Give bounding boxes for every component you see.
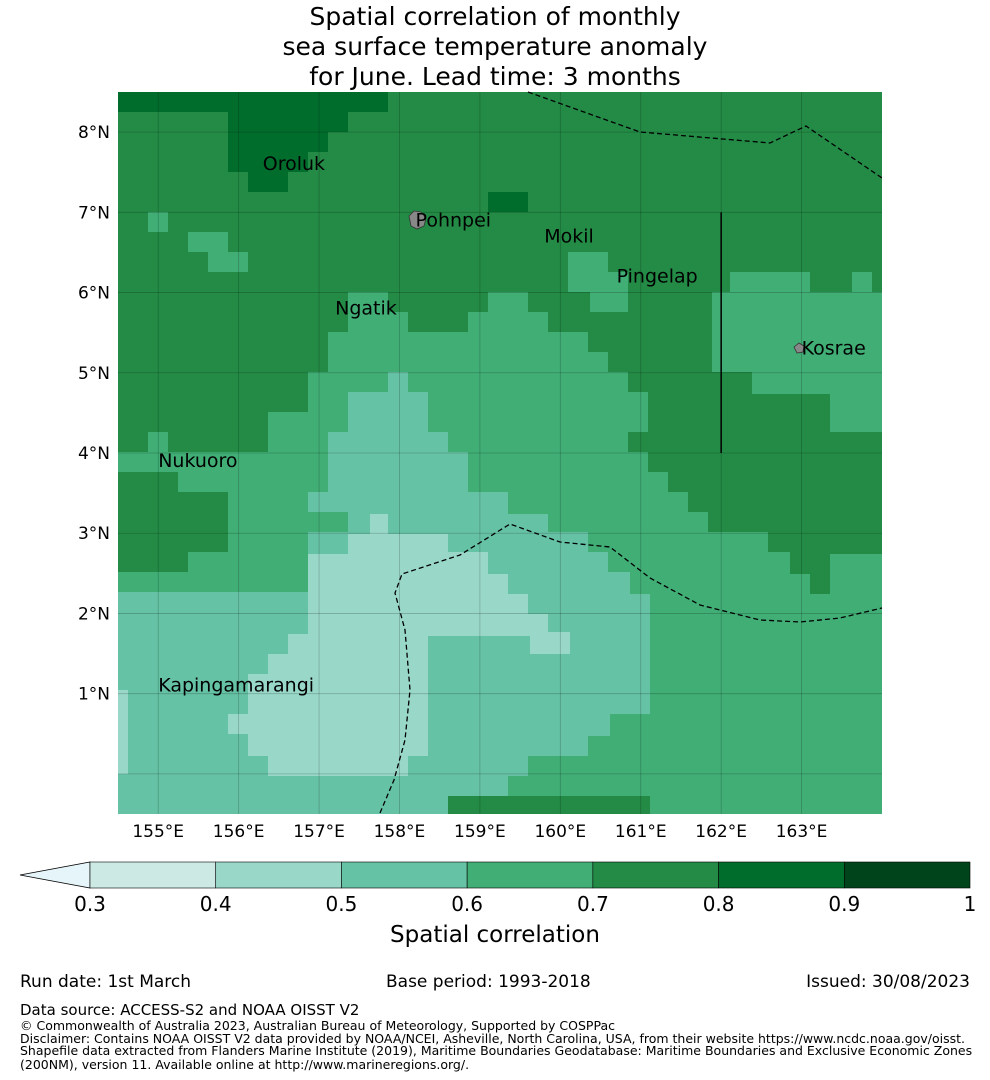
eez-boundary-north bbox=[527, 91, 883, 179]
eez-boundary-south bbox=[379, 523, 883, 814]
place-label: Kosrae bbox=[802, 338, 866, 360]
cb-tick: 1 bbox=[963, 892, 977, 916]
shapefile-credit-2: (200NM), version 11. Available online at… bbox=[20, 1057, 470, 1072]
island-shapes bbox=[408, 210, 805, 354]
cb-tick: 0.5 bbox=[325, 892, 358, 916]
heat-cell bbox=[852, 272, 872, 292]
colorbar-bin bbox=[466, 861, 594, 889]
run-date: Run date: 1st March bbox=[20, 972, 192, 992]
issued-date: Issued: 30/08/2023 bbox=[806, 972, 970, 992]
disclaimer: Disclaimer: Contains NOAA OISST V2 data … bbox=[20, 1031, 965, 1046]
colorbar-bin bbox=[215, 861, 342, 889]
chart-title: Spatial correlation of monthly sea surfa… bbox=[0, 2, 990, 92]
heatmap-cells bbox=[118, 92, 882, 814]
base-period: Base period: 1993-2018 bbox=[386, 972, 591, 992]
y-tick-label: 5°N bbox=[78, 364, 110, 384]
cb-tick: 0.7 bbox=[576, 892, 609, 916]
heat-cell bbox=[148, 432, 168, 452]
heat-cell bbox=[730, 272, 810, 292]
x-tick-label: 163°E bbox=[776, 822, 828, 842]
colorbar-bin bbox=[341, 861, 468, 889]
title-line-1: Spatial correlation of monthly bbox=[309, 2, 681, 31]
colorbar-bin bbox=[89, 861, 217, 889]
heat-cell bbox=[118, 690, 128, 774]
place-label: Pingelap bbox=[617, 266, 698, 288]
place-label: Nukuoro bbox=[158, 450, 237, 472]
heat-cell bbox=[712, 292, 882, 432]
x-tick-label: 156°E bbox=[213, 822, 265, 842]
x-tick-label: 162°E bbox=[695, 822, 747, 842]
cb-tick: 0.9 bbox=[828, 892, 861, 916]
x-tick-label: 160°E bbox=[534, 822, 586, 842]
place-labels: Oroluk Pohnpei Mokil Pingelap Ngatik Kosrae Nu… bbox=[158, 153, 866, 696]
heat-cell bbox=[568, 252, 628, 312]
longitude-ticks: 155°E 156°E 157°E 158°E 159°E 160°E 161°E 162°E… bbox=[132, 822, 827, 842]
heat-cell bbox=[188, 232, 248, 272]
place-label: Oroluk bbox=[263, 153, 325, 175]
colorbar-bin bbox=[843, 861, 971, 889]
heat-cell bbox=[228, 534, 570, 776]
heat-cell bbox=[148, 212, 168, 232]
colorbar-extend-arrow bbox=[19, 861, 91, 889]
data-source: Data source: ACCESS-S2 and NOAA OISST V2 bbox=[20, 1001, 360, 1019]
y-tick-label: 6°N bbox=[78, 284, 110, 304]
x-tick-label: 159°E bbox=[454, 822, 506, 842]
cb-tick: 0.3 bbox=[74, 892, 106, 916]
place-label: Mokil bbox=[544, 225, 594, 247]
heat-cell bbox=[370, 514, 388, 534]
correlation-map: Oroluk Pohnpei Mokil Pingelap Ngatik Kosrae Nu… bbox=[19, 91, 971, 889]
cb-tick: 0.4 bbox=[199, 892, 232, 916]
pohnpei-island bbox=[408, 210, 427, 230]
y-tick-label: 7°N bbox=[78, 203, 110, 223]
latitude-ticks: 8°N 7°N 6°N 5°N 4°N 3°N 2°N 1°N bbox=[78, 123, 110, 705]
x-tick-label: 158°E bbox=[374, 822, 426, 842]
cb-tick: 0.6 bbox=[451, 892, 483, 916]
kosrae-island bbox=[793, 342, 805, 354]
colorbar-bin bbox=[718, 861, 845, 889]
colorbar-bin bbox=[592, 861, 719, 889]
x-tick-label: 157°E bbox=[293, 822, 345, 842]
place-label: Kapingamarangi bbox=[158, 675, 314, 697]
heat-cell bbox=[488, 192, 528, 212]
y-tick-label: 4°N bbox=[78, 444, 110, 464]
cb-tick: 0.8 bbox=[702, 892, 735, 916]
copyright: © Commonwealth of Australia 2023, Austra… bbox=[20, 1018, 615, 1033]
y-tick-label: 8°N bbox=[78, 123, 110, 143]
y-tick-label: 1°N bbox=[78, 685, 110, 705]
place-label: Ngatik bbox=[335, 298, 397, 320]
heat-cell bbox=[118, 92, 388, 192]
x-tick-label: 155°E bbox=[132, 822, 184, 842]
y-tick-label: 3°N bbox=[78, 524, 110, 544]
x-tick-label: 161°E bbox=[615, 822, 667, 842]
title-line-2: sea surface temperature anomaly bbox=[282, 32, 708, 61]
y-tick-label: 2°N bbox=[78, 604, 110, 624]
colorbar-title: Spatial correlation bbox=[390, 922, 600, 948]
title-line-3: for June. Lead time: 3 months bbox=[309, 62, 681, 91]
shapefile-credit-1: Shapefile data extracted from Flanders M… bbox=[20, 1043, 973, 1058]
place-label: Pohnpei bbox=[416, 209, 492, 231]
maritime-boundaries bbox=[379, 91, 883, 814]
colorbar bbox=[19, 861, 971, 889]
